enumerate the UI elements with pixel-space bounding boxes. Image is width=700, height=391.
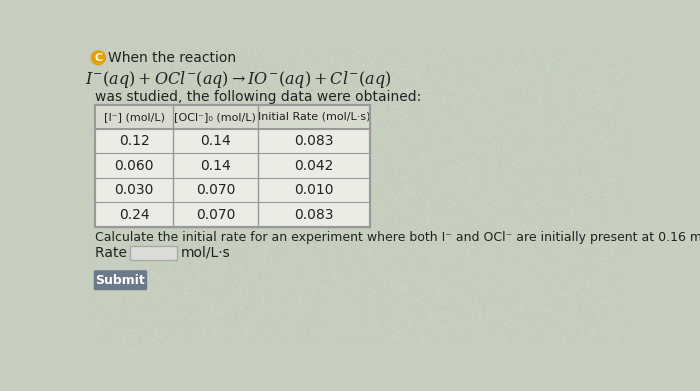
Text: mol/L·s: mol/L·s [181,246,230,260]
Text: 0.010: 0.010 [295,183,334,197]
Text: 0.12: 0.12 [118,134,149,148]
Text: was studied, the following data were obtained:: was studied, the following data were obt… [95,90,421,104]
Text: 0.060: 0.060 [114,158,154,172]
Text: 0.030: 0.030 [114,183,154,197]
Bar [95,106,370,227]
Text: 0.083: 0.083 [295,134,334,148]
Text: When the reaction: When the reaction [108,51,237,65]
Text: C: C [94,53,102,63]
Text: 0.042: 0.042 [295,158,334,172]
Circle shape [92,51,105,65]
Text: $I^{-}(aq) + OCl^{-}(aq) \rightarrow IO^{-}(aq) + Cl^{-}(aq)$: $I^{-}(aq) + OCl^{-}(aq) \rightarrow IO^… [85,69,392,90]
Text: Initial Rate (mol/L·s): Initial Rate (mol/L·s) [258,112,370,122]
Text: 0.070: 0.070 [196,183,235,197]
Bar [95,106,370,129]
FancyBboxPatch shape [94,270,147,290]
Text: 0.24: 0.24 [119,208,149,222]
Text: [OCl⁻]₀ (mol/L): [OCl⁻]₀ (mol/L) [174,112,256,122]
Text: Submit: Submit [96,274,146,287]
Bar [130,246,176,260]
Text: [I⁻] (mol/L): [I⁻] (mol/L) [104,112,164,122]
Text: 0.14: 0.14 [200,134,231,148]
Text: 0.070: 0.070 [196,208,235,222]
Text: Calculate the initial rate for an experiment where both I⁻ and OCl⁻ are initiall: Calculate the initial rate for an experi… [95,231,700,244]
Text: 0.14: 0.14 [200,158,231,172]
Text: 0.083: 0.083 [295,208,334,222]
Bar [95,106,370,227]
Text: Rate =: Rate = [95,246,144,260]
